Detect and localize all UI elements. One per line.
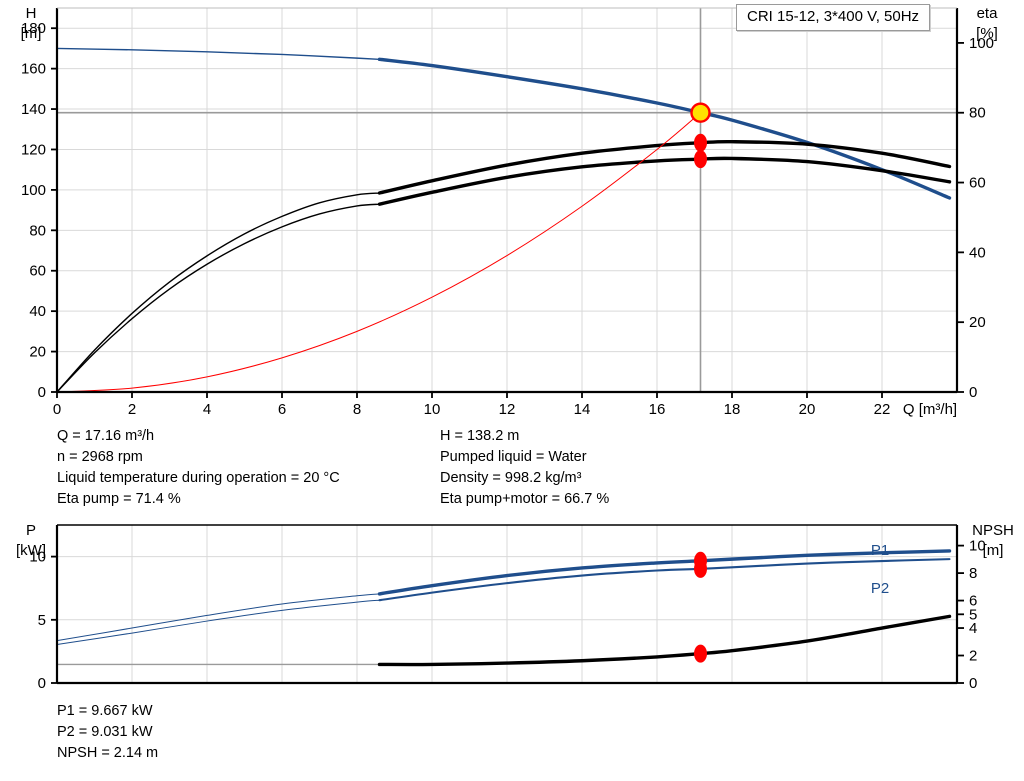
info-left-line-1: n = 2968 rpm — [57, 449, 143, 465]
top-bottom-axis: 0 2 4 6 8 10 12 14 16 18 20 22 — [53, 392, 891, 418]
svg-text:5: 5 — [38, 612, 46, 629]
curve — [378, 558, 951, 602]
svg-text:100: 100 — [969, 35, 994, 52]
info-right-line-0: H = 138.2 m — [440, 428, 520, 444]
svg-text:8: 8 — [969, 565, 977, 582]
info-left-line-0: Q = 17.16 m³/h — [57, 428, 155, 444]
curve — [377, 156, 952, 206]
svg-text:2: 2 — [128, 401, 136, 418]
svg-text:10: 10 — [969, 538, 986, 555]
bottom-markers — [694, 551, 707, 663]
bottom-right-axis: 0 2 456 8 10 — [957, 538, 986, 692]
curve — [56, 192, 381, 393]
svg-text:4: 4 — [969, 620, 977, 637]
svg-text:0: 0 — [969, 675, 977, 692]
svg-text:[m]: [m] — [21, 25, 42, 42]
svg-text:0: 0 — [38, 384, 46, 401]
info-right-line-3: Eta pump+motor = 66.7 % — [440, 491, 610, 507]
svg-text:80: 80 — [29, 222, 46, 239]
svg-text:[kW]: [kW] — [16, 542, 46, 559]
curve — [56, 47, 381, 61]
top-right-axis: 0 20 40 60 80 100 — [957, 35, 994, 401]
p1-curve-label: P1 — [871, 542, 889, 559]
svg-text:0: 0 — [53, 401, 61, 418]
svg-text:160: 160 — [21, 61, 46, 78]
svg-text:5: 5 — [969, 606, 977, 623]
curve — [377, 614, 952, 667]
svg-text:0: 0 — [38, 675, 46, 692]
power-info: P1 = 9.667 kW P2 = 9.031 kW NPSH = 2.14 … — [57, 701, 158, 764]
curve — [377, 549, 952, 596]
head-eta-chart: 0 20 40 60 80 100 120 140 160 180 0 20 40 60 80 100 0 2 4 6… — [21, 5, 999, 418]
pump-title-text: CRI 15-12, 3*400 V, 50Hz — [747, 8, 920, 25]
svg-text:12: 12 — [499, 401, 516, 418]
duty-point-eta-pump — [694, 133, 707, 152]
svg-text:0: 0 — [969, 384, 977, 401]
svg-text:16: 16 — [649, 401, 666, 418]
svg-text:80: 80 — [969, 105, 986, 122]
svg-text:40: 40 — [29, 303, 46, 320]
svg-text:6: 6 — [278, 401, 286, 418]
duty-point-p2 — [694, 559, 707, 578]
pump-title-box: CRI 15-12, 3*400 V, 50Hz — [736, 4, 931, 31]
svg-text:20: 20 — [969, 314, 986, 331]
duty-point-npsh — [694, 644, 707, 663]
p2-curve-label: P2 — [871, 580, 889, 597]
svg-text:60: 60 — [969, 175, 986, 192]
svg-text:140: 140 — [21, 101, 46, 118]
info-left-line-3: Eta pump = 71.4 % — [57, 491, 181, 507]
top-gridlines — [57, 8, 957, 392]
info-left-line-2: Liquid temperature during operation = 20… — [57, 470, 340, 486]
svg-text:10: 10 — [424, 401, 441, 418]
svg-text:18: 18 — [724, 401, 741, 418]
svg-text:8: 8 — [353, 401, 361, 418]
svg-text:P: P — [26, 522, 36, 539]
operating-info-right: H = 138.2 m Pumped liquid = Water Densit… — [440, 426, 609, 510]
svg-text:10: 10 — [29, 549, 46, 566]
operating-info-left: Q = 17.16 m³/h n = 2968 rpm Liquid tempe… — [57, 426, 340, 510]
info-bottom-line-0: P1 = 9.667 kW — [57, 703, 153, 719]
svg-text:H: H — [26, 5, 37, 22]
top-curves — [56, 47, 952, 393]
info-right-line-1: Pumped liquid = Water — [440, 449, 587, 465]
bottom-curves — [56, 549, 952, 667]
svg-text:6: 6 — [969, 593, 977, 610]
svg-text:100: 100 — [21, 182, 46, 199]
svg-text:NPSH: NPSH — [972, 522, 1014, 539]
duty-point-eta-pump-motor — [694, 150, 707, 169]
curve — [56, 203, 381, 393]
info-bottom-line-1: P2 = 9.031 kW — [57, 724, 153, 740]
bottom-left-axis: 0 5 10 — [29, 549, 57, 692]
svg-text:4: 4 — [203, 401, 211, 418]
svg-text:180: 180 — [21, 20, 46, 37]
curve — [56, 599, 380, 645]
svg-text:[m]: [m] — [983, 542, 1004, 559]
curve — [56, 593, 380, 642]
svg-text:14: 14 — [574, 401, 591, 418]
curve — [377, 57, 952, 200]
svg-text:22: 22 — [874, 401, 891, 418]
svg-text:eta: eta — [977, 5, 999, 22]
top-left-axis: 0 20 40 60 80 100 120 140 160 180 — [21, 20, 57, 401]
top-markers — [690, 102, 711, 169]
svg-text:Q [m³/h]: Q [m³/h] — [903, 401, 957, 418]
svg-text:20: 20 — [29, 344, 46, 361]
info-bottom-line-2: NPSH = 2.14 m — [57, 745, 159, 761]
curve — [56, 112, 701, 393]
svg-text:2: 2 — [969, 648, 977, 665]
curve — [377, 139, 952, 195]
duty-point-head — [690, 102, 711, 123]
bottom-gridlines — [57, 525, 957, 683]
svg-text:[%]: [%] — [976, 25, 998, 42]
info-right-line-2: Density = 998.2 kg/m³ — [440, 470, 582, 486]
svg-text:40: 40 — [969, 244, 986, 261]
svg-text:20: 20 — [799, 401, 816, 418]
svg-text:60: 60 — [29, 263, 46, 280]
svg-text:120: 120 — [21, 141, 46, 158]
